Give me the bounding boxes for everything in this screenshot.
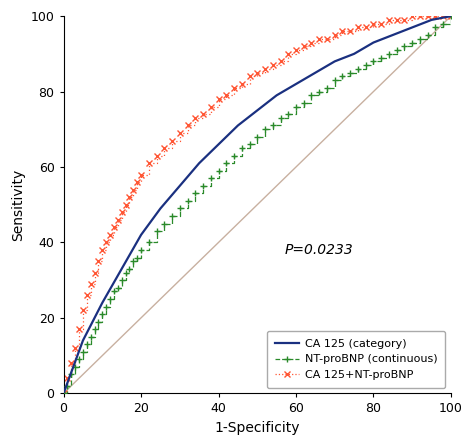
Y-axis label: Sensitivity: Sensitivity	[11, 169, 25, 241]
Legend: CA 125 (category), NT-proBNP (continuous), CA 125+NT-proBNP: CA 125 (category), NT-proBNP (continuous…	[267, 331, 446, 388]
X-axis label: 1-Specificity: 1-Specificity	[215, 421, 300, 435]
Text: P=0.0233: P=0.0233	[284, 243, 353, 257]
